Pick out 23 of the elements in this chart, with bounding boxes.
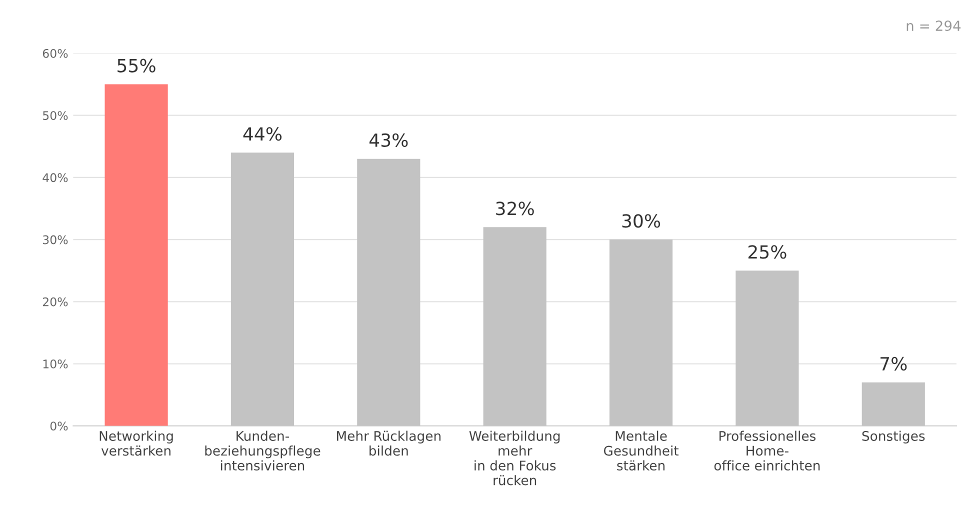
y-tick-label: 50% bbox=[43, 111, 68, 120]
data-label: 32% bbox=[496, 202, 534, 216]
bar bbox=[104, 84, 168, 426]
y-tick-label: 40% bbox=[42, 173, 68, 182]
data-label: 7% bbox=[880, 356, 907, 371]
y-tick-label: 20% bbox=[42, 297, 68, 306]
y-tick-label: 30% bbox=[43, 235, 68, 244]
x-tick-label: Networking verstärken bbox=[100, 430, 173, 456]
data-label: 25% bbox=[748, 245, 786, 259]
x-tick-label: Weiterbildung mehr in den Fokus rücken bbox=[469, 430, 560, 486]
y-tick-label: 0% bbox=[50, 422, 68, 431]
y-tick-label: 10% bbox=[43, 359, 68, 368]
x-tick-label: Kunden- beziehungspflege intensivieren bbox=[205, 430, 320, 471]
data-label: 55% bbox=[118, 58, 156, 72]
data-label: 43% bbox=[369, 133, 408, 147]
x-tick-label: Mehr Rücklagen bilden bbox=[336, 430, 440, 456]
x-tick-label: Sonstiges bbox=[862, 430, 925, 444]
data-label: 44% bbox=[243, 127, 282, 141]
x-tick-label: Mentale Gesundheit stärken bbox=[604, 430, 679, 471]
y-tick-label: 60% bbox=[42, 48, 68, 58]
data-label: 30% bbox=[622, 214, 660, 228]
x-tick-label: Professionelles Home- office einrichten bbox=[714, 430, 820, 471]
text: n = 294 bbox=[906, 20, 961, 32]
